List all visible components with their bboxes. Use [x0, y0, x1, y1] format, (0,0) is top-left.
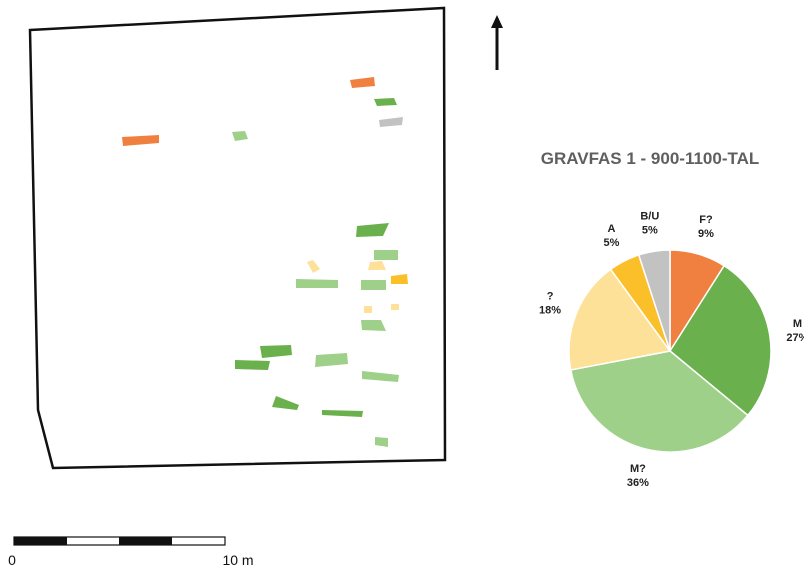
pie-slice-3: [569, 350, 749, 453]
grave-13: [364, 306, 372, 313]
chart-title: GRAVFAS 1 - 900-1100-TAL: [541, 149, 760, 168]
grave-11: [296, 279, 338, 288]
grave-21: [322, 410, 363, 417]
north-arrow: [491, 15, 503, 70]
grave-5: [232, 131, 248, 141]
grave-15: [361, 320, 386, 331]
grave-22: [375, 437, 388, 447]
pie-slice-6: [637, 249, 671, 352]
pie-label-2: M27%: [786, 318, 804, 344]
pie-slice-4: [568, 268, 672, 371]
grave-19: [362, 371, 399, 382]
grave-2: [374, 98, 397, 106]
grave-16: [260, 345, 292, 358]
graves-layer: [122, 77, 408, 447]
scale-bar: 0 10 m: [8, 536, 254, 568]
pie-chart: F?9% M27% M?36% ?18% A5% B/U5%: [539, 211, 804, 489]
grave-4: [122, 135, 159, 146]
grave-1: [350, 77, 375, 88]
scale-segment: [14, 537, 67, 545]
grave-8: [307, 260, 320, 273]
grave-17: [235, 360, 270, 370]
scale-segment: [119, 537, 172, 545]
grave-20: [272, 396, 299, 410]
pie-slice-2: [669, 264, 772, 417]
grave-6: [356, 223, 389, 237]
grave-10: [391, 274, 408, 284]
scale-start-label: 0: [8, 552, 16, 568]
pie-label-5: A 5%: [603, 223, 619, 249]
grave-3: [379, 117, 403, 127]
pie-label-3: M? 36%: [627, 463, 649, 489]
pie-label-1: F? 9%: [698, 214, 714, 240]
grave-18: [315, 353, 348, 367]
scale-end-label: 10 m: [222, 552, 253, 568]
pie-label-4: ? 18%: [539, 291, 561, 317]
excavation-boundary: [28, 6, 447, 470]
grave-9: [368, 261, 386, 270]
grave-12: [361, 280, 386, 290]
grave-7: [374, 250, 398, 260]
grave-14: [391, 304, 399, 310]
pie-label-6: B/U 5%: [640, 211, 659, 237]
